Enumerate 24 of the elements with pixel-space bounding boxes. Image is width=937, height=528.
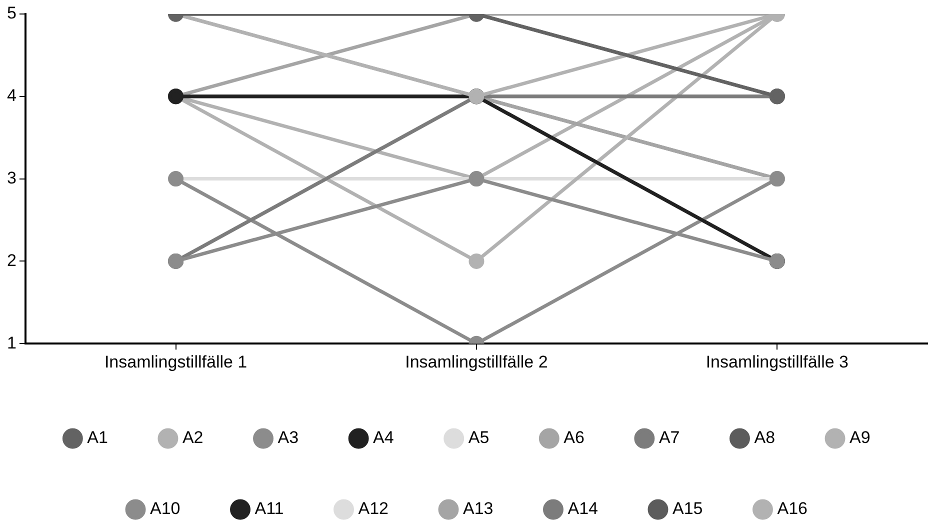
legend-label: A5 [468,428,490,448]
y-tick-label: 1 [6,333,16,352]
legend-label: A3 [278,428,299,448]
legend-label: A4 [373,428,394,448]
legend-label: A8 [754,428,776,448]
legend-label: A15 [672,499,703,518]
legend-label: A2 [182,428,204,448]
y-tick-label: 3 [6,168,16,188]
legend-label: A1 [87,428,108,448]
legend-label: A7 [658,428,680,448]
legend-label: A16 [777,499,808,518]
x-tick-label: Insamlingstillfälle 3 [706,352,849,372]
legend-label: A10 [150,499,180,518]
y-tick-label: 2 [6,250,16,270]
legend-label: A11 [254,499,284,518]
legend-label: A14 [568,499,598,518]
y-tick-label: 4 [6,86,16,106]
legend-label: A12 [358,499,388,518]
x-tick-label: Insamlingstillfälle 1 [104,352,248,372]
legend-label: A9 [850,428,870,448]
legend-label: A6 [564,428,584,448]
x-tick-label: Insamlingstillfälle 2 [405,352,548,372]
y-tick-label: 5 [6,4,16,23]
legend-label: A13 [462,499,494,518]
